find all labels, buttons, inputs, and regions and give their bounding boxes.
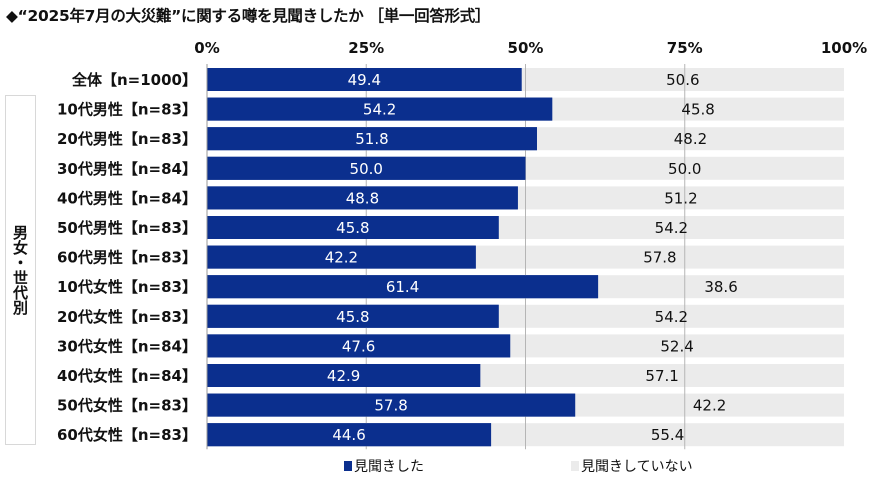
- x-tick-label: 25%: [348, 39, 384, 57]
- legend-swatch: [571, 461, 579, 471]
- bar-segment: [536, 127, 844, 151]
- data-label: 42.2: [693, 397, 726, 415]
- data-label: 42.9: [327, 367, 360, 385]
- data-label: 45.8: [336, 308, 369, 326]
- bar-segment: [575, 393, 844, 417]
- category-label: 40代男性【n=84】: [57, 189, 197, 207]
- bar-segment: [598, 275, 844, 299]
- data-label: 38.6: [704, 278, 737, 296]
- data-label: 49.4: [348, 71, 381, 89]
- data-label: 44.6: [332, 426, 365, 444]
- category-label: 20代男性【n=83】: [57, 130, 197, 148]
- bar-segment-front: [207, 156, 526, 180]
- data-label: 45.8: [681, 101, 714, 119]
- group-label: 男女・世代別: [5, 95, 36, 445]
- bar-segment: [510, 334, 844, 358]
- category-label: 50代男性【n=83】: [57, 219, 197, 237]
- group-bracket: [5, 95, 36, 445]
- x-tick-label: 0%: [194, 39, 219, 57]
- data-label: 57.8: [374, 397, 407, 415]
- legend-label: 見聞きした: [354, 459, 424, 475]
- data-label: 54.2: [655, 219, 688, 237]
- category-label: 30代男性【n=84】: [57, 160, 197, 178]
- data-label: 51.8: [355, 130, 388, 148]
- bar-segment: [498, 304, 844, 328]
- bar-segment-front: [207, 334, 511, 358]
- data-label: 54.2: [655, 308, 688, 326]
- category-label: 20代女性【n=83】: [57, 308, 197, 326]
- bar-segment: [491, 423, 844, 447]
- x-tick-label: 75%: [667, 39, 703, 57]
- category-label: 全体【n=1000】: [71, 71, 197, 89]
- bar-segment: [480, 364, 844, 387]
- group-label-text: 男女・世代別: [11, 225, 29, 315]
- data-label: 61.4: [386, 278, 419, 296]
- category-label: 60代女性【n=83】: [57, 426, 197, 444]
- category-label: 10代男性【n=83】: [57, 101, 197, 119]
- category-label: 50代女性【n=83】: [57, 397, 197, 415]
- bar-segment: [498, 216, 844, 239]
- category-label: 30代女性【n=84】: [57, 337, 197, 355]
- x-tick-label: 50%: [508, 39, 544, 57]
- data-label: 57.1: [645, 367, 678, 385]
- data-label: 45.8: [336, 219, 369, 237]
- data-label: 50.0: [668, 160, 701, 178]
- category-label: 40代女性【n=84】: [57, 367, 197, 385]
- data-label: 52.4: [660, 337, 693, 355]
- data-label: 51.2: [664, 189, 697, 207]
- bar-segment-front: [207, 364, 481, 387]
- bar-segment-front: [207, 127, 537, 151]
- legend-swatch: [344, 461, 352, 471]
- data-label: 55.4: [651, 426, 684, 444]
- category-label: 10代女性【n=83】: [57, 278, 197, 296]
- bar-segment-front: [207, 186, 518, 210]
- x-tick-label: 100%: [821, 39, 867, 57]
- bar-segment: [552, 97, 844, 121]
- data-label: 48.2: [674, 130, 707, 148]
- bar-segment-front: [207, 97, 553, 121]
- bar-segment-front: [207, 275, 599, 299]
- data-label: 47.6: [342, 337, 375, 355]
- bar-segment-front: [207, 304, 499, 328]
- bar-segment-front: [207, 393, 576, 417]
- category-label: 60代男性【n=83】: [57, 249, 197, 267]
- bar-segment-front: [207, 245, 476, 269]
- bar-segment-front: [207, 216, 499, 239]
- bar-segment: [475, 245, 844, 269]
- bar-segment-front: [207, 423, 492, 447]
- data-label: 50.0: [350, 160, 383, 178]
- data-label: 48.8: [346, 189, 379, 207]
- data-label: 57.8: [643, 249, 676, 267]
- data-label: 50.6: [666, 71, 699, 89]
- bar-segment: [517, 186, 844, 210]
- legend-label: 見聞きしていない: [581, 459, 693, 475]
- data-label: 42.2: [325, 249, 358, 267]
- chart-title: ◆“2025年7月の大災難”に関する噂を見聞きしたか ［単一回答形式］: [6, 7, 491, 25]
- bar-segment: [521, 68, 844, 91]
- data-label: 54.2: [363, 101, 396, 119]
- bar-segment-front: [207, 68, 522, 91]
